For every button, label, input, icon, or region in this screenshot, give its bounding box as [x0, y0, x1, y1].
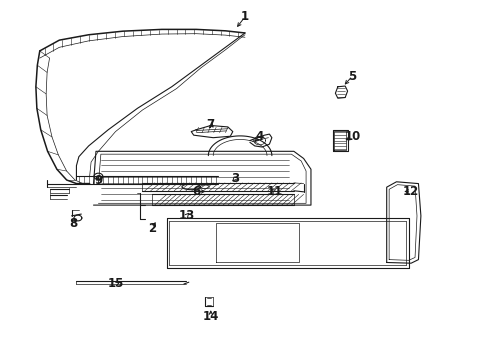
Text: 7: 7	[207, 118, 215, 131]
Text: 11: 11	[266, 185, 282, 198]
Text: 2: 2	[148, 222, 156, 235]
Text: 5: 5	[348, 69, 357, 82]
Text: 6: 6	[192, 185, 200, 198]
Text: 9: 9	[94, 174, 102, 187]
Text: 3: 3	[231, 172, 239, 185]
Text: 10: 10	[344, 130, 361, 144]
Text: 13: 13	[178, 210, 195, 222]
Text: 4: 4	[255, 130, 264, 144]
Text: 12: 12	[403, 185, 419, 198]
Text: 14: 14	[202, 310, 219, 323]
Text: 15: 15	[107, 278, 123, 291]
Text: 8: 8	[69, 216, 77, 230]
Text: 1: 1	[241, 10, 249, 23]
